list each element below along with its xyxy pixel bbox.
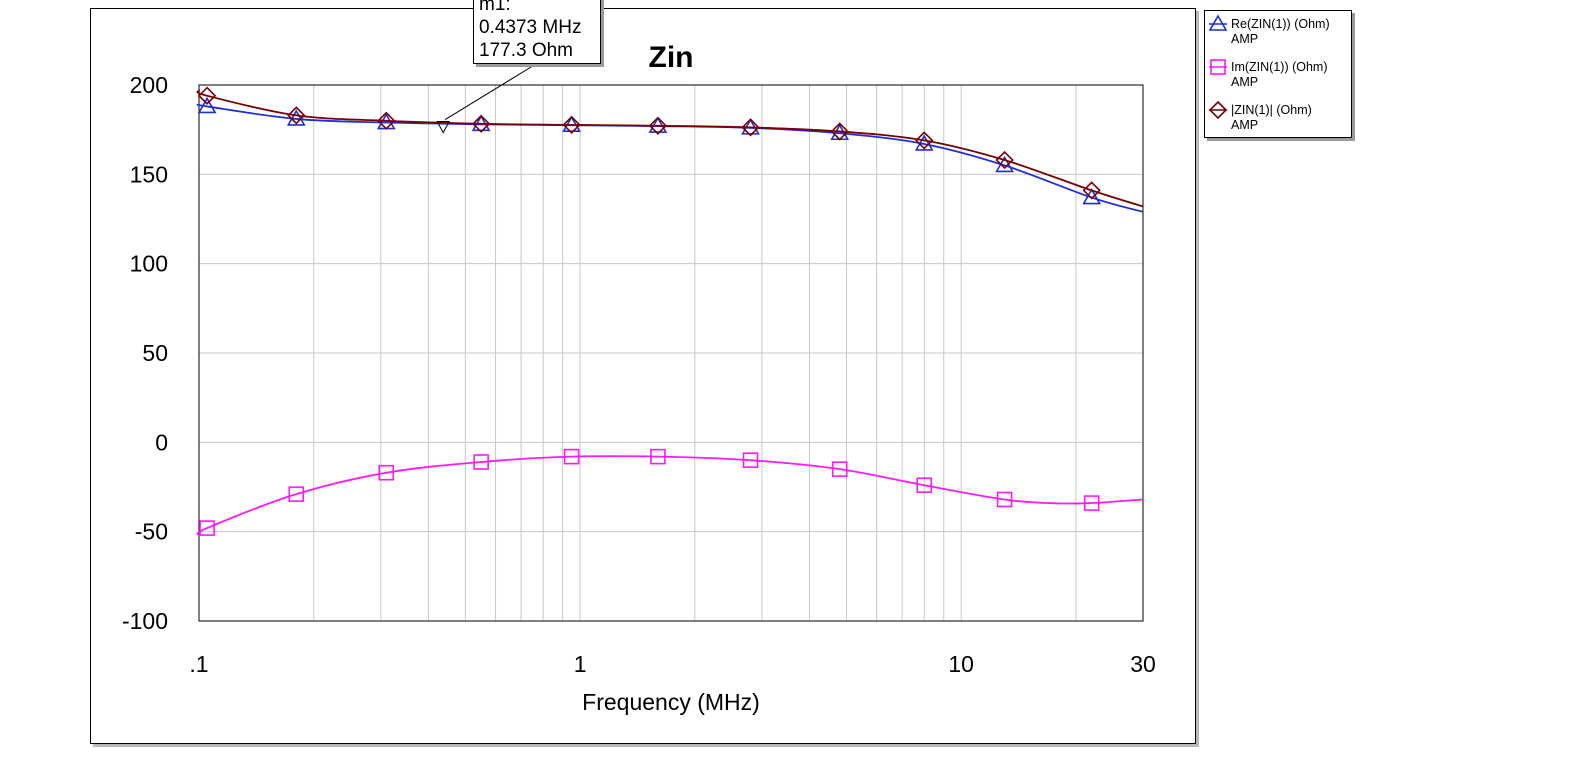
legend-sub-label: AMP <box>1231 32 1258 46</box>
legend-marker <box>1208 14 1228 31</box>
legend-entry[interactable]: Im(ZIN(1)) (Ohm)AMP <box>1209 59 1328 89</box>
marker-m1-symbol[interactable] <box>436 121 451 134</box>
series-marker <box>562 115 581 134</box>
marker-y-value: 177.3 Ohm <box>479 40 573 61</box>
series-marker <box>473 454 489 470</box>
series-layer <box>196 86 1144 537</box>
chart-title: Zin <box>649 41 694 74</box>
x-tick-label: 1 <box>574 651 587 677</box>
series-marker <box>831 461 848 477</box>
legend-entry[interactable]: Re(ZIN(1)) (Ohm)AMP <box>1208 14 1330 46</box>
series-marker <box>650 448 666 465</box>
series-marker <box>741 118 760 137</box>
series-line <box>196 455 1144 537</box>
series-marker <box>742 452 759 469</box>
x-tick-label: 10 <box>948 651 974 677</box>
y-tick-label: 50 <box>142 340 168 366</box>
series-marker <box>199 520 215 536</box>
legend-label: Im(ZIN(1)) (Ohm) <box>1231 60 1328 74</box>
legend-label: |ZIN(1)| (Ohm) <box>1231 103 1312 117</box>
series-marker <box>915 131 934 150</box>
x-tick-label: 30 <box>1130 651 1156 677</box>
series-marker <box>563 448 580 465</box>
y-tick-label: 100 <box>130 251 168 277</box>
plot-area <box>198 84 1144 622</box>
x-tick-labels: .1 1 10 30 <box>189 651 1155 677</box>
y-tick-label: -100 <box>122 608 168 634</box>
series-marker <box>995 150 1014 170</box>
legend-entry[interactable]: |ZIN(1)| (Ohm)AMP <box>1208 100 1312 132</box>
series-marker <box>197 96 217 114</box>
legend-label: Re(ZIN(1)) (Ohm) <box>1231 17 1330 31</box>
series-line <box>196 89 1144 208</box>
legend-marker <box>1208 100 1228 120</box>
series-marker <box>472 114 491 133</box>
series-marker <box>1083 495 1100 511</box>
series-marker <box>916 477 933 494</box>
series-marker <box>288 486 305 502</box>
legend-sub-label: AMP <box>1231 75 1258 89</box>
x-tick-label: .1 <box>189 651 208 677</box>
x-axis-label: Frequency (MHz) <box>582 689 760 715</box>
legend-sub-label: AMP <box>1231 118 1258 132</box>
series-marker <box>378 464 395 481</box>
marker-layer <box>436 63 537 134</box>
marker-label: m1: <box>479 0 511 15</box>
y-tick-labels: 200 150 100 50 0 -50 -100 <box>122 72 168 634</box>
marker-readout[interactable]: m1: 0.4373 MHz 177.3 Ohm <box>473 0 601 64</box>
series-marker <box>914 134 934 151</box>
series-marker <box>1082 187 1102 205</box>
y-tick-label: 200 <box>130 72 168 98</box>
marker-x-value: 0.4373 MHz <box>479 17 582 38</box>
series-marker <box>377 111 396 130</box>
marker-leader-line <box>444 63 537 120</box>
series-marker <box>286 109 306 126</box>
series-group <box>196 86 1144 208</box>
y-tick-label: -50 <box>135 519 168 545</box>
series-marker <box>287 106 306 125</box>
y-tick-label: 0 <box>155 429 168 455</box>
series-marker <box>648 116 668 135</box>
legend[interactable]: Re(ZIN(1)) (Ohm) AMP Im(ZIN(1)) (Ohm) AMP |Z… <box>1204 10 1352 138</box>
series-marker <box>996 491 1013 508</box>
series-marker <box>830 122 849 141</box>
y-tick-label: 150 <box>130 161 168 187</box>
series-marker <box>197 86 217 105</box>
legend-marker <box>1210 59 1226 75</box>
series-marker <box>1082 181 1101 200</box>
series-group <box>196 448 1144 537</box>
